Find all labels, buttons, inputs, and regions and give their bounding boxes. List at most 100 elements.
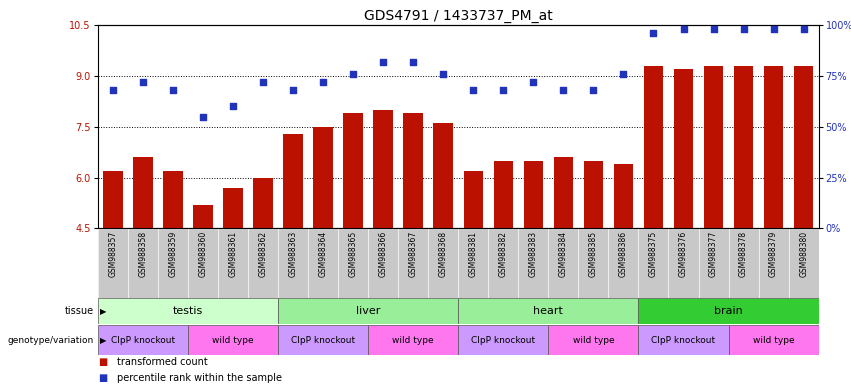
Point bbox=[647, 30, 660, 36]
Text: ClpP knockout: ClpP knockout bbox=[291, 336, 355, 345]
Point bbox=[166, 87, 180, 93]
Point bbox=[527, 79, 540, 85]
Point bbox=[706, 26, 720, 32]
Point bbox=[346, 71, 360, 77]
Text: GSM988380: GSM988380 bbox=[799, 231, 808, 277]
Point bbox=[256, 79, 270, 85]
Bar bbox=[734, 66, 753, 228]
Text: GSM988383: GSM988383 bbox=[528, 231, 538, 277]
Bar bbox=[728, 325, 819, 355]
Bar bbox=[103, 171, 123, 228]
Point bbox=[136, 79, 150, 85]
Text: GSM988376: GSM988376 bbox=[679, 231, 688, 277]
Text: GSM988381: GSM988381 bbox=[469, 231, 477, 276]
Bar bbox=[98, 298, 278, 324]
Text: brain: brain bbox=[714, 306, 743, 316]
Point bbox=[496, 87, 510, 93]
Point bbox=[797, 26, 810, 32]
Text: GSM988361: GSM988361 bbox=[229, 231, 237, 277]
Bar bbox=[614, 164, 633, 228]
Bar bbox=[433, 123, 453, 228]
Point bbox=[466, 87, 480, 93]
Bar bbox=[638, 298, 819, 324]
Point bbox=[767, 26, 780, 32]
Point bbox=[557, 87, 570, 93]
Bar bbox=[638, 325, 728, 355]
Point bbox=[226, 103, 240, 109]
Text: GSM988357: GSM988357 bbox=[108, 231, 117, 277]
Text: tissue: tissue bbox=[65, 306, 94, 316]
Text: GSM988363: GSM988363 bbox=[288, 231, 298, 277]
Bar bbox=[163, 171, 183, 228]
Text: ■: ■ bbox=[98, 357, 107, 367]
Text: ▶: ▶ bbox=[100, 336, 106, 345]
Text: GSM988386: GSM988386 bbox=[619, 231, 628, 277]
Text: ▶: ▶ bbox=[100, 307, 106, 316]
Bar bbox=[403, 113, 423, 228]
Bar bbox=[278, 325, 368, 355]
Bar bbox=[704, 66, 723, 228]
Bar bbox=[523, 161, 543, 228]
Bar bbox=[374, 110, 393, 228]
Point bbox=[106, 87, 120, 93]
Text: percentile rank within the sample: percentile rank within the sample bbox=[117, 373, 282, 383]
Bar bbox=[193, 205, 213, 228]
Text: GSM988358: GSM988358 bbox=[139, 231, 147, 277]
Bar bbox=[283, 134, 303, 228]
Bar bbox=[494, 161, 513, 228]
Text: GSM988378: GSM988378 bbox=[739, 231, 748, 277]
Text: GSM988359: GSM988359 bbox=[168, 231, 178, 277]
Bar bbox=[458, 298, 638, 324]
Text: GSM988360: GSM988360 bbox=[198, 231, 208, 277]
Bar bbox=[464, 171, 483, 228]
Bar bbox=[794, 66, 814, 228]
Text: GSM988366: GSM988366 bbox=[379, 231, 388, 277]
Text: GSM988365: GSM988365 bbox=[349, 231, 357, 277]
Text: GSM988385: GSM988385 bbox=[589, 231, 598, 277]
Bar bbox=[313, 127, 333, 228]
Bar bbox=[548, 325, 638, 355]
Text: GSM988375: GSM988375 bbox=[649, 231, 658, 277]
Point bbox=[677, 26, 690, 32]
Point bbox=[286, 87, 300, 93]
Point bbox=[737, 26, 751, 32]
Text: ■: ■ bbox=[98, 373, 107, 383]
Bar bbox=[764, 66, 784, 228]
Text: wild type: wild type bbox=[753, 336, 795, 345]
Point bbox=[317, 79, 330, 85]
Text: GSM988384: GSM988384 bbox=[559, 231, 568, 277]
Bar bbox=[554, 157, 573, 228]
Bar bbox=[223, 188, 243, 228]
Bar bbox=[278, 298, 458, 324]
Text: wild type: wild type bbox=[212, 336, 254, 345]
Text: wild type: wild type bbox=[573, 336, 614, 345]
Text: GSM988362: GSM988362 bbox=[259, 231, 267, 277]
Bar bbox=[98, 325, 188, 355]
Bar bbox=[674, 69, 694, 228]
Bar bbox=[584, 161, 603, 228]
Text: transformed count: transformed count bbox=[117, 357, 208, 367]
Point bbox=[586, 87, 600, 93]
Text: GSM988379: GSM988379 bbox=[769, 231, 778, 277]
Bar bbox=[643, 66, 663, 228]
Point bbox=[437, 71, 450, 77]
Bar bbox=[133, 157, 152, 228]
Point bbox=[407, 58, 420, 65]
Text: GSM988382: GSM988382 bbox=[499, 231, 508, 276]
Title: GDS4791 / 1433737_PM_at: GDS4791 / 1433737_PM_at bbox=[364, 8, 552, 23]
Text: GSM988368: GSM988368 bbox=[439, 231, 448, 277]
Text: heart: heart bbox=[534, 306, 563, 316]
Text: genotype/variation: genotype/variation bbox=[8, 336, 94, 345]
Bar bbox=[188, 325, 278, 355]
Text: GSM988367: GSM988367 bbox=[408, 231, 418, 277]
Text: ClpP knockout: ClpP knockout bbox=[111, 336, 175, 345]
Bar bbox=[458, 325, 548, 355]
Text: ClpP knockout: ClpP knockout bbox=[652, 336, 716, 345]
Text: ClpP knockout: ClpP knockout bbox=[471, 336, 535, 345]
Text: GSM988377: GSM988377 bbox=[709, 231, 718, 277]
Text: liver: liver bbox=[356, 306, 380, 316]
Bar bbox=[368, 325, 458, 355]
Point bbox=[197, 114, 210, 120]
Point bbox=[617, 71, 631, 77]
Text: testis: testis bbox=[173, 306, 203, 316]
